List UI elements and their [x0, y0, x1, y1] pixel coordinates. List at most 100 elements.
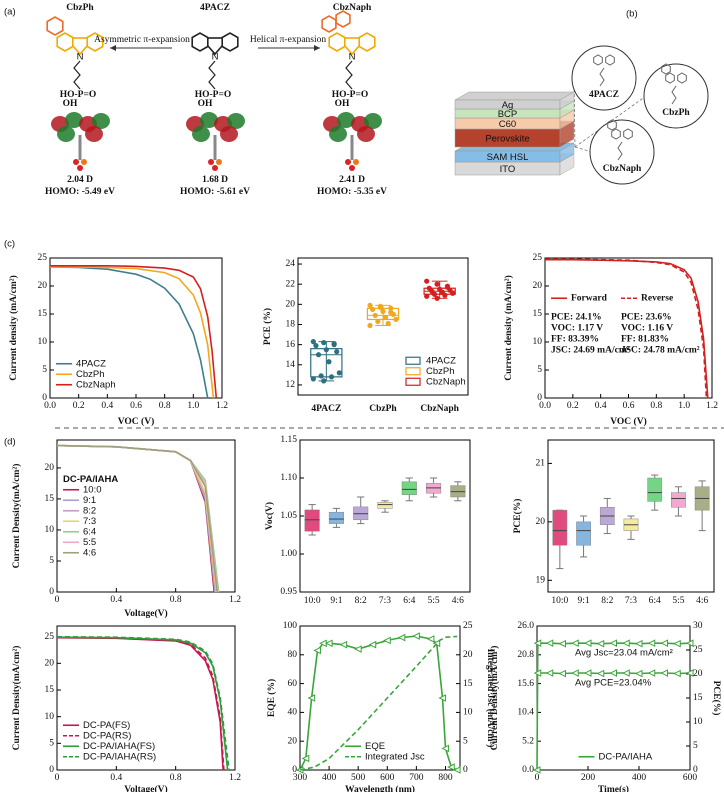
y-tick-label: 5	[42, 365, 47, 375]
x-tick-label: 5:5	[428, 596, 440, 606]
x-tick-label: 600	[380, 773, 395, 783]
x-tick-label: 500	[351, 773, 366, 783]
marker	[622, 639, 630, 647]
y-tick-label: 14	[286, 360, 296, 370]
legend-label: CbzNaph	[76, 379, 116, 390]
x-tick-label: 700	[409, 773, 424, 783]
annotation: Avg Jsc=23.04 mA/cm²	[575, 648, 673, 659]
y-tick-label: 20.8	[517, 650, 534, 660]
point	[385, 320, 391, 327]
x-axis-label: Time(s)	[598, 784, 629, 792]
x-tick-label: CbzPh	[369, 404, 397, 414]
series-line	[50, 265, 218, 399]
atom	[216, 159, 222, 165]
y-tick-label: 0	[537, 393, 542, 403]
ring	[321, 15, 337, 33]
marker	[634, 639, 643, 648]
y-axis-label: PCE(%)	[512, 499, 523, 534]
ring	[191, 32, 209, 52]
ring	[665, 72, 675, 84]
point	[321, 340, 327, 346]
point	[393, 316, 399, 323]
marker	[339, 640, 348, 649]
point	[377, 304, 384, 310]
y2-tick-label: 20	[693, 669, 703, 679]
point	[434, 295, 440, 301]
chain	[617, 141, 623, 161]
plot-frame	[297, 257, 469, 396]
x-tick-label: 6:4	[649, 596, 661, 606]
marker	[660, 639, 668, 647]
acid-group: HO-P=O	[195, 90, 232, 100]
y2-tick-label: 0	[463, 765, 468, 775]
orbital-lobe	[364, 113, 382, 129]
y2-axis-label: PCE(%)	[711, 681, 722, 716]
point	[310, 376, 316, 382]
series-line	[56, 636, 229, 771]
marker	[583, 669, 592, 677]
box	[671, 492, 686, 508]
point	[431, 291, 438, 297]
dipole: 2.04 D	[67, 175, 93, 185]
y-axis-label: Current density (mA/cm²)	[8, 275, 19, 381]
y-tick-label: 80	[288, 650, 298, 660]
point	[434, 281, 440, 287]
panel-label: (a)	[4, 7, 16, 18]
y-tick-label: 0	[42, 393, 47, 403]
series-line	[56, 444, 215, 593]
atom: N	[212, 52, 219, 63]
y-tick-label: 0.0	[522, 765, 534, 775]
ring	[358, 32, 376, 52]
atom	[77, 165, 83, 171]
y-tick-label: 0	[49, 765, 54, 775]
y2-tick-label: 15	[693, 693, 703, 703]
ring	[623, 128, 633, 140]
point	[372, 312, 378, 319]
molecule-name: 4PACZ	[200, 3, 230, 13]
marker	[412, 632, 420, 640]
point	[367, 302, 373, 308]
y-axis-label: Current density (mA/cm²)	[503, 275, 514, 381]
marker	[685, 639, 694, 647]
acid-group: OH	[63, 99, 78, 109]
point	[370, 306, 376, 312]
ring	[677, 72, 687, 84]
y-tick-label: 60	[288, 679, 298, 689]
ring	[611, 128, 621, 140]
annotation: JSC: 24.78 mA/cm²	[621, 346, 700, 356]
x-tick-label: 1.2	[706, 401, 718, 411]
y-tick-label: 24	[286, 259, 296, 269]
x-tick-label: 800	[438, 773, 453, 783]
legend-label: CbzPh	[426, 366, 455, 377]
point	[367, 322, 373, 329]
point	[388, 309, 394, 315]
y-axis-label: Current Density(mA/cm²)	[11, 464, 22, 569]
legend-swatch	[405, 377, 421, 386]
x-axis-label: VOC (V)	[118, 416, 154, 427]
legend-label: CbzNaph	[426, 376, 466, 387]
x-axis-label: Wavelength (nm)	[345, 784, 415, 792]
legend-label: Integrated Jsc	[365, 751, 425, 762]
y-tick-label: 1.05	[280, 511, 297, 521]
x-tick-label: 0.4	[101, 401, 113, 411]
y2-tick-label: 5	[463, 736, 468, 746]
orbital-lobe	[200, 112, 218, 128]
box	[328, 511, 344, 524]
point	[323, 347, 329, 353]
marker	[622, 669, 630, 677]
legend-label: 5:5	[83, 537, 96, 548]
y-tick-label: 15	[533, 309, 543, 319]
ring	[661, 63, 671, 75]
bond	[344, 45, 360, 56]
layer-label: BCP	[498, 109, 518, 120]
y-tick-label: 1.10	[280, 473, 297, 483]
series-line	[49, 266, 209, 399]
atom	[349, 165, 355, 171]
y-tick-label: 5	[49, 739, 54, 749]
x-tick-label: 0.4	[110, 595, 122, 605]
y-tick-label: 1.15	[280, 435, 297, 445]
marker	[673, 669, 681, 678]
sam-circle	[571, 45, 637, 111]
x-tick-label: 10:0	[304, 596, 321, 606]
legend-label: DC-PA/IAHA(FS)	[83, 741, 155, 752]
